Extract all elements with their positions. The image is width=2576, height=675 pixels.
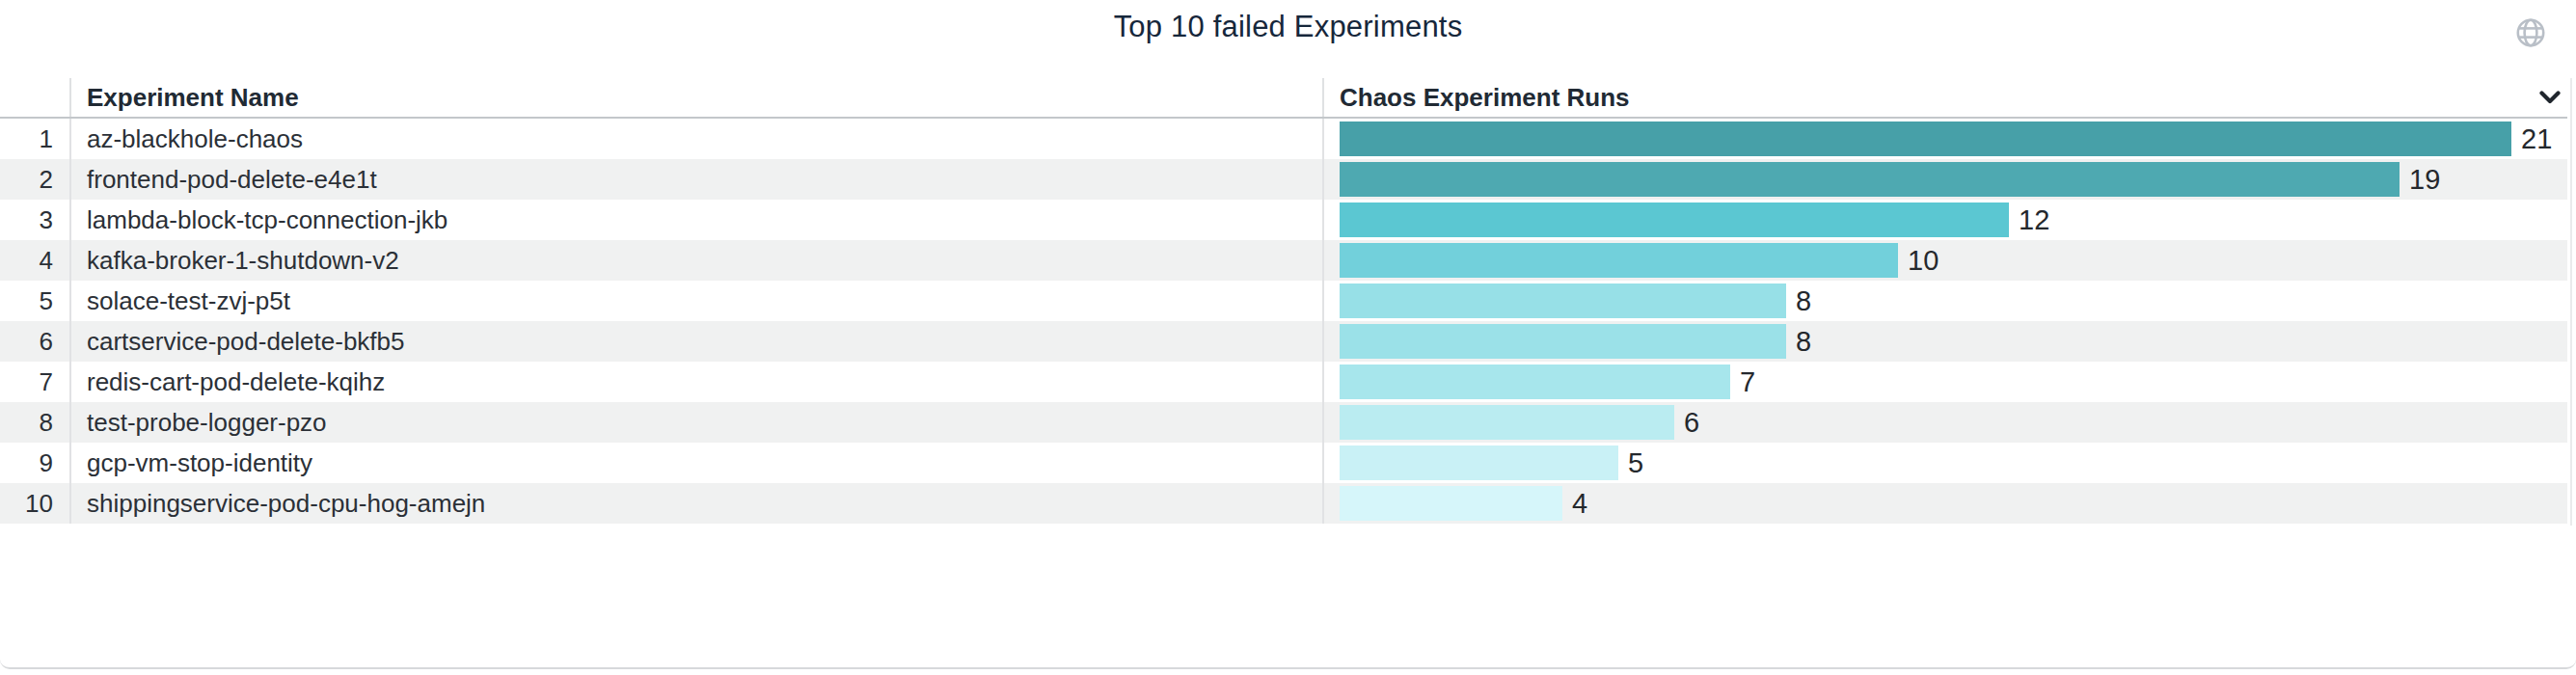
table-row: 5 solace-test-zvj-p5t 8 [0,281,2567,321]
top-failed-experiments-panel: Top 10 failed Experiments Experiment Nam… [0,0,2576,669]
runs-bar [1340,122,2511,156]
runs-cell: 7 [1322,362,2567,402]
row-rank: 4 [0,240,69,281]
row-rank: 7 [0,362,69,402]
chaos-runs-column-header[interactable]: Chaos Experiment Runs [1322,78,2567,117]
row-rank: 2 [0,159,69,200]
table-row: 10 shippingservice-pod-cpu-hog-amejn 4 [0,483,2567,524]
row-rank: 6 [0,321,69,362]
row-rank: 1 [0,119,69,159]
runs-cell: 6 [1322,402,2567,443]
table-row: 2 frontend-pod-delete-e4e1t 19 [0,159,2567,200]
runs-cell: 5 [1322,443,2567,483]
table-row: 3 lambda-block-tcp-connection-jkb 12 [0,200,2567,240]
runs-value: 7 [1740,364,1755,399]
experiments-table: Experiment Name Chaos Experiment Runs 1 … [0,78,2567,524]
panel-title: Top 10 failed Experiments [0,10,2576,44]
experiment-name[interactable]: shippingservice-pod-cpu-hog-amejn [69,483,1322,524]
table-row: 6 cartservice-pod-delete-bkfb5 8 [0,321,2567,362]
runs-bar [1340,364,1730,399]
table-body: 1 az-blackhole-chaos 21 2 frontend-pod-d… [0,119,2567,524]
runs-cell: 12 [1322,200,2567,240]
rank-column-header [0,78,69,117]
runs-value: 12 [2019,202,2049,237]
runs-cell: 8 [1322,281,2567,321]
row-rank: 5 [0,281,69,321]
row-rank: 3 [0,200,69,240]
table-row: 1 az-blackhole-chaos 21 [0,119,2567,159]
table-row: 4 kafka-broker-1-shutdown-v2 10 [0,240,2567,281]
runs-bar [1340,446,1618,480]
runs-cell: 8 [1322,321,2567,362]
row-rank: 10 [0,483,69,524]
experiment-name[interactable]: kafka-broker-1-shutdown-v2 [69,240,1322,281]
experiment-name[interactable]: gcp-vm-stop-identity [69,443,1322,483]
runs-bar [1340,284,1786,318]
experiment-name-column-header[interactable]: Experiment Name [69,78,1322,117]
experiment-name[interactable]: az-blackhole-chaos [69,119,1322,159]
experiment-name[interactable]: redis-cart-pod-delete-kqihz [69,362,1322,402]
runs-bar [1340,243,1898,278]
runs-value: 6 [1684,405,1699,440]
experiment-name[interactable]: lambda-block-tcp-connection-jkb [69,200,1322,240]
runs-value: 21 [2521,122,2552,156]
runs-cell: 4 [1322,483,2567,524]
runs-cell: 19 [1322,159,2567,200]
runs-cell: 21 [1322,119,2567,159]
runs-value: 4 [1572,486,1587,521]
runs-bar [1340,162,2400,197]
runs-cell: 10 [1322,240,2567,281]
table-right-divider [2570,78,2572,526]
experiment-name[interactable]: solace-test-zvj-p5t [69,281,1322,321]
runs-value: 5 [1628,446,1643,480]
table-row: 8 test-probe-logger-pzo 6 [0,402,2567,443]
table-header-row: Experiment Name Chaos Experiment Runs [0,78,2567,119]
experiment-name[interactable]: test-probe-logger-pzo [69,402,1322,443]
row-rank: 8 [0,402,69,443]
experiment-name-header-label: Experiment Name [87,83,299,113]
runs-value: 8 [1796,284,1811,318]
runs-value: 8 [1796,324,1811,359]
runs-bar [1340,324,1786,359]
runs-value: 19 [2409,162,2440,197]
chevron-down-icon[interactable] [2539,91,2561,104]
experiment-name[interactable]: frontend-pod-delete-e4e1t [69,159,1322,200]
chaos-runs-header-label: Chaos Experiment Runs [1340,83,1630,113]
runs-bar [1340,486,1562,521]
table-row: 9 gcp-vm-stop-identity 5 [0,443,2567,483]
runs-value: 10 [1908,243,1939,278]
row-rank: 9 [0,443,69,483]
table-row: 7 redis-cart-pod-delete-kqihz 7 [0,362,2567,402]
runs-bar [1340,405,1674,440]
experiment-name[interactable]: cartservice-pod-delete-bkfb5 [69,321,1322,362]
globe-icon[interactable] [2514,16,2547,49]
runs-bar [1340,202,2009,237]
